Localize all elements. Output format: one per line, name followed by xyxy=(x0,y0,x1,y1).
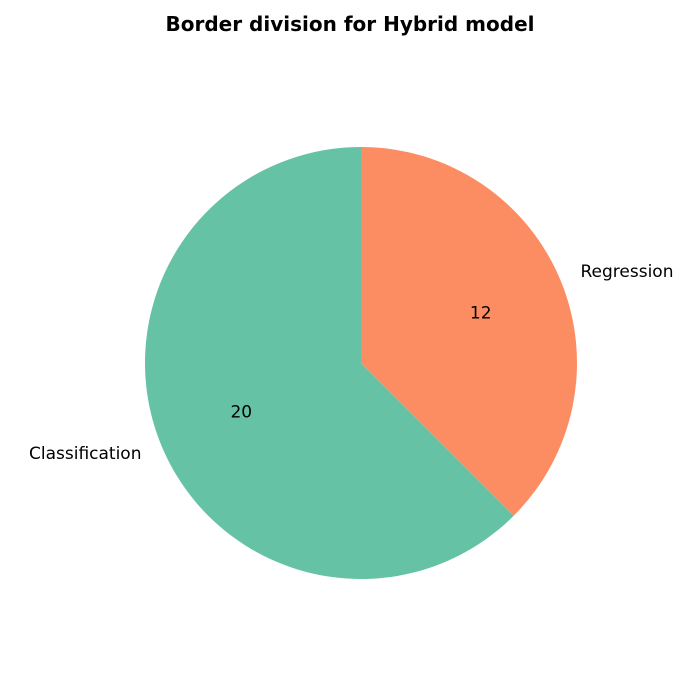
value-label-classification: 20 xyxy=(230,403,252,423)
slice-label-regression: Regression xyxy=(581,262,674,282)
slice-label-classification: Classification xyxy=(29,444,141,464)
pie-slice-classification xyxy=(144,147,514,579)
chart-title: Border division for Hybrid model xyxy=(165,12,535,36)
value-label-regression: 12 xyxy=(470,303,492,323)
pie-slice-regression xyxy=(361,147,577,516)
